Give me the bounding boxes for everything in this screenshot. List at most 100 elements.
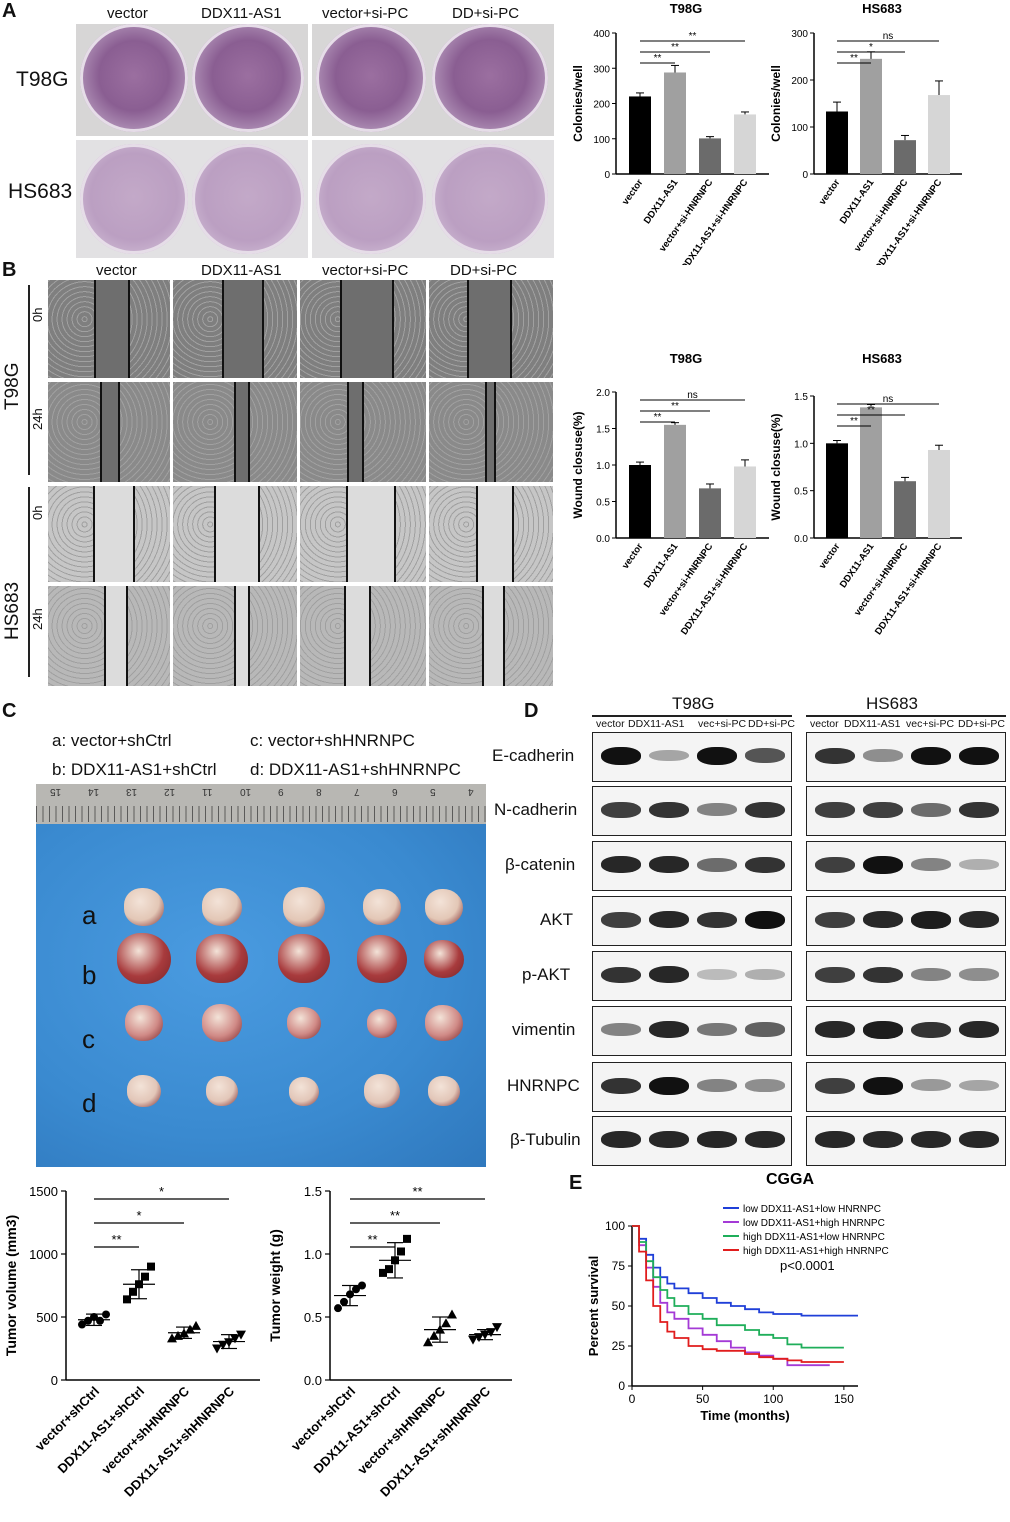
blot-protein-label: vimentin xyxy=(512,1020,576,1039)
blot-protein-label: p-AKT xyxy=(522,965,571,984)
bar xyxy=(826,443,848,538)
x-tick-label: DDX11-AS1 xyxy=(642,177,681,226)
blot-band xyxy=(601,911,641,928)
blot-band xyxy=(959,801,999,819)
x-axis-label: Time (months) xyxy=(700,1408,789,1423)
blot-membrane xyxy=(592,951,792,1001)
chart-title: T98G xyxy=(670,1,703,16)
x-tick-label: DDX11-AS1 xyxy=(642,541,681,590)
wound-edge-line xyxy=(133,486,135,582)
blue-cloth xyxy=(36,824,486,1167)
y-tick-label: 0 xyxy=(604,170,610,181)
wound-edge-line xyxy=(467,280,469,378)
blot-lane-label: vec+si-PC xyxy=(698,718,747,730)
bar xyxy=(928,95,950,174)
survival-curve xyxy=(632,1225,844,1349)
y-axis-label: Percent survival xyxy=(586,1256,601,1356)
data-point xyxy=(123,1295,131,1304)
tumor-specimen xyxy=(125,1005,163,1042)
data-point xyxy=(212,1344,222,1354)
significance-label: ** xyxy=(367,1232,377,1247)
blot-lane-label: DDX11-AS1 xyxy=(628,718,685,730)
chart-title: HS683 xyxy=(862,351,902,366)
wound-edge-line xyxy=(126,586,128,686)
bar xyxy=(860,58,882,174)
y-tick-label: 0.0 xyxy=(794,534,808,545)
legend-label: low DDX11-AS1+high HNRNPC xyxy=(743,1218,885,1229)
ruler-number: 15 xyxy=(50,786,62,797)
tumor-legend-item: c: vector+shHNRNPC xyxy=(250,731,415,750)
wound-image xyxy=(173,280,297,378)
bar xyxy=(699,138,721,174)
wound-gap xyxy=(482,586,503,686)
colony-dish xyxy=(192,24,304,132)
wound-edge-line xyxy=(248,382,250,482)
significance-label: ns xyxy=(883,31,894,42)
blot-membrane xyxy=(592,1006,792,1056)
bar xyxy=(664,424,686,538)
ruler-ticks xyxy=(36,806,486,822)
blot-membrane xyxy=(806,786,1006,836)
blot-band xyxy=(697,747,737,765)
wound-edge-line xyxy=(234,382,236,482)
blot-band xyxy=(601,966,641,984)
blot-band xyxy=(697,1079,737,1092)
bar xyxy=(629,96,651,174)
tumor-row-letter: a xyxy=(82,900,97,930)
data-point xyxy=(141,1272,149,1281)
bar xyxy=(629,465,651,538)
wound-edge-line xyxy=(258,486,260,582)
blot-membrane xyxy=(806,1006,1006,1056)
x-tick-label: DDX11-AS1 xyxy=(838,541,877,590)
blot-lane-label: DD+si-PC xyxy=(748,718,795,730)
blot-band xyxy=(959,968,999,981)
wound-gap xyxy=(485,382,494,482)
tumor-specimen xyxy=(424,940,464,978)
blot-protein-label: N-cadherin xyxy=(494,800,578,819)
data-point xyxy=(236,1330,246,1340)
wound-cell-label: HS683 xyxy=(2,581,23,640)
blot-band xyxy=(601,1077,641,1095)
blot-band xyxy=(649,801,689,819)
colony-col-label: vector+si-PC xyxy=(322,5,409,22)
wound-image xyxy=(300,586,426,686)
bar xyxy=(664,72,686,174)
blot-band xyxy=(697,857,737,872)
blot-lane-label: vector xyxy=(810,718,839,730)
data-point xyxy=(218,1340,228,1350)
y-axis-label: Tumor volume (mm3) xyxy=(3,1215,19,1356)
wound-edge-line xyxy=(340,280,342,378)
x-tick-label: vector xyxy=(620,541,646,571)
blot-band xyxy=(911,858,951,871)
data-point xyxy=(96,1316,104,1325)
tumor-specimen xyxy=(357,935,407,983)
wound-time-label: 24h xyxy=(30,408,45,430)
ruler-number: 14 xyxy=(88,786,100,797)
colony-bar-chart-hs683: HS683 0 100 200 300 Colonies/well vectorDDX11-… xyxy=(769,1,962,265)
wound-image xyxy=(173,586,297,686)
blot-band xyxy=(697,911,737,929)
wound-edge-line xyxy=(392,280,394,378)
wound-edge-line xyxy=(104,586,106,686)
blot-band xyxy=(697,803,737,816)
wound-gap xyxy=(94,280,128,378)
wound-edge-line xyxy=(503,586,505,686)
blot-band xyxy=(745,968,785,980)
blot-band xyxy=(863,1021,903,1039)
bar xyxy=(894,481,916,538)
blot-cell-label: T98G xyxy=(672,694,715,713)
blot-band xyxy=(863,1077,903,1095)
data-point xyxy=(102,1310,110,1319)
y-tick-label: 25 xyxy=(612,1339,626,1353)
colony-row-label: HS683 xyxy=(8,180,73,203)
blot-band xyxy=(697,1131,737,1149)
data-point xyxy=(340,1297,348,1306)
tumor-specimen xyxy=(124,888,164,926)
blot-underline xyxy=(806,715,1006,717)
data-point xyxy=(230,1334,240,1344)
blot-band xyxy=(745,1022,785,1037)
wound-gap xyxy=(93,486,133,582)
y-tick-label: 100 xyxy=(593,135,610,146)
tumor-specimen xyxy=(367,1009,397,1038)
